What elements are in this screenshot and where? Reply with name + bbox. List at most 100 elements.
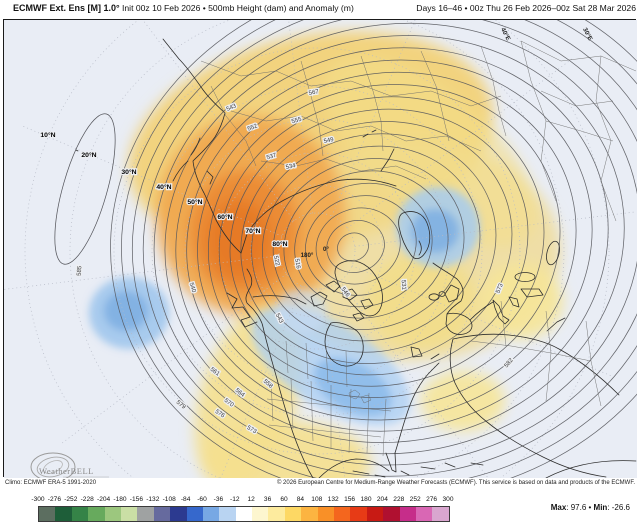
min-label: Min xyxy=(593,503,608,512)
map-title: ECMWF Ext. Ens [M] 1.0° Init 00z 10 Feb … xyxy=(13,3,354,13)
colorbar-tick: 180 xyxy=(360,496,372,503)
header: ECMWF Ext. Ens [M] 1.0° Init 00z 10 Feb … xyxy=(0,0,640,19)
colorbar-segment xyxy=(39,507,56,521)
colorbar-tick: 228 xyxy=(393,496,405,503)
colorbar-segment xyxy=(334,507,351,521)
max-label: Max xyxy=(550,503,567,512)
colorbar-tick: -84 xyxy=(180,496,191,503)
max-value: : 97.6 xyxy=(566,503,587,512)
attribution-strip: Climo: ECMWF ERA-5 1991-2020 © 2026 Euro… xyxy=(3,478,636,491)
svg-text:70°N: 70°N xyxy=(245,227,260,235)
svg-text:20°N: 20°N xyxy=(81,151,96,159)
svg-text:585: 585 xyxy=(77,265,84,276)
svg-text:534: 534 xyxy=(285,163,297,171)
svg-text:582: 582 xyxy=(504,357,515,369)
svg-text:0°: 0° xyxy=(323,246,329,253)
svg-text:564: 564 xyxy=(234,388,246,399)
map-canvas: 585 585 579 579 576 576 573 573 570 570 564 564 561 5… xyxy=(3,19,637,478)
colorbar-segment xyxy=(284,507,302,521)
model-name: ECMWF Ext. Ens [M] 1.0° xyxy=(13,3,120,13)
colorbar-tick: -12 xyxy=(230,496,240,503)
svg-text:50°N: 50°N xyxy=(187,198,202,206)
colorbar-tick-labels: -300 -276 -252 -228 -204 -180 -156 -132 -108 -84-… xyxy=(0,496,640,505)
svg-text:537: 537 xyxy=(266,152,278,161)
maxmin-separator: • xyxy=(586,503,594,512)
svg-text:543: 543 xyxy=(274,313,284,325)
colorbar-tick: -156 xyxy=(129,496,143,503)
svg-text:30°N: 30°N xyxy=(121,168,136,176)
weatherbell-logo: WeatherBELL xyxy=(30,452,109,478)
svg-text:531: 531 xyxy=(400,280,407,291)
svg-text:558: 558 xyxy=(262,379,274,390)
colorbar-segment xyxy=(170,507,187,521)
svg-text:555: 555 xyxy=(291,117,303,126)
colorbar-segment xyxy=(153,507,171,521)
colorbar-segment xyxy=(350,507,367,521)
svg-text:50°N: 50°N xyxy=(187,198,202,206)
svg-text:70°N: 70°N xyxy=(245,227,260,235)
colorbar-tick: 132 xyxy=(327,496,339,503)
svg-text:540: 540 xyxy=(188,282,197,294)
colorbar-tick: 36 xyxy=(263,496,272,503)
colorbar-tick: 12 xyxy=(247,496,255,503)
min-value: : -26.6 xyxy=(607,503,630,512)
svg-text:570: 570 xyxy=(223,398,235,409)
svg-text:60°N: 60°N xyxy=(217,213,232,221)
logo-wordmark: WeatherBELL xyxy=(39,466,94,476)
svg-text:555: 555 xyxy=(291,117,303,126)
svg-text:40°N: 40°N xyxy=(156,183,171,191)
svg-text:540: 540 xyxy=(188,282,197,294)
colorbar-tick: 204 xyxy=(376,496,388,503)
colorbar-tick: -108 xyxy=(162,496,176,503)
colorbar-tick: 276 xyxy=(426,496,438,503)
latitude-labels: 10°N10°N20°N20°N30°N30°N40°N40°N50°N50°N… xyxy=(39,130,289,249)
colorbar-segment xyxy=(383,507,400,521)
colorbar-segment xyxy=(186,507,203,521)
colorbar-segment xyxy=(366,507,384,521)
svg-text:80°N: 80°N xyxy=(272,240,287,248)
svg-text:537: 537 xyxy=(266,152,278,161)
colorbar-segment xyxy=(399,507,416,521)
colorbar-tick: -276 xyxy=(47,496,61,503)
colorbar-segment xyxy=(104,507,121,521)
colorbar-tick: -300 xyxy=(31,496,45,503)
svg-text:576: 576 xyxy=(214,409,226,420)
svg-text:573: 573 xyxy=(246,425,258,436)
colorbar-segment xyxy=(137,507,154,521)
climo-note: Climo: ECMWF ERA-5 1991-2020 xyxy=(5,480,97,486)
coastlines xyxy=(75,38,637,478)
colorbar-segment xyxy=(415,507,433,521)
contour-585-closed xyxy=(54,113,116,265)
svg-text:40°N: 40°N xyxy=(156,183,171,191)
svg-text:180°: 180° xyxy=(301,252,314,259)
colorbar-segment xyxy=(55,507,72,521)
colorbar-segment xyxy=(432,507,449,521)
colorbar-segment xyxy=(88,507,105,521)
colorbar-segment xyxy=(317,507,335,521)
colorbar-segment xyxy=(219,507,236,521)
svg-text:549: 549 xyxy=(323,137,335,145)
colorbar-tick: 156 xyxy=(344,496,356,503)
svg-text:10°N: 10°N xyxy=(40,131,55,139)
colorbar-tick: 252 xyxy=(409,496,421,503)
colorbar-tick: -204 xyxy=(96,496,111,503)
colorbar-segment xyxy=(301,507,318,521)
svg-text:552: 552 xyxy=(247,123,259,132)
svg-text:522: 522 xyxy=(272,255,280,267)
svg-text:561: 561 xyxy=(209,367,221,378)
country-borders xyxy=(200,40,637,457)
svg-text:20°N: 20°N xyxy=(81,151,96,159)
max-min-readout: Max: 97.6 • Min: -26.6 xyxy=(551,503,630,512)
svg-text:552: 552 xyxy=(247,123,259,132)
svg-text:60°N: 60°N xyxy=(217,213,232,221)
svg-text:549: 549 xyxy=(323,137,335,145)
colorbar-segment xyxy=(120,507,138,521)
colorbar-tick: -252 xyxy=(64,496,78,503)
colorbar-tick: -60 xyxy=(197,496,207,503)
colorbar-segment xyxy=(71,507,89,521)
colorbar xyxy=(38,506,450,522)
valid-period: Days 16–46 • 00z Thu 26 Feb 2026–00z Sat… xyxy=(416,3,636,13)
svg-text:585: 585 xyxy=(77,265,84,276)
svg-text:531: 531 xyxy=(400,280,407,291)
